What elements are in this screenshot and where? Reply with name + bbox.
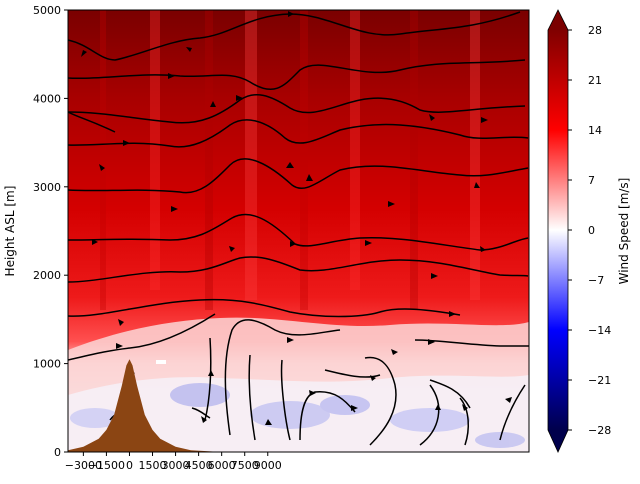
streamline — [68, 59, 526, 91]
x-tick-label: 0 — [126, 459, 133, 472]
colorbar-extend-bottom — [548, 430, 568, 452]
colorbar-tick-label: −28 — [588, 424, 611, 437]
streamline-arrow — [309, 390, 316, 396]
streamline — [68, 298, 461, 318]
y-tick-label: 0 — [54, 446, 61, 459]
streamline — [68, 11, 521, 61]
colorbar-ticks: −28 −21 −14 −7 0 7 14 21 28 — [568, 24, 611, 437]
streamline — [68, 93, 526, 124]
streamline-arrow — [505, 397, 512, 403]
y-tick-label: 3000 — [33, 181, 61, 194]
streamline-arrow — [288, 11, 294, 17]
streamline — [429, 379, 471, 409]
x-tick-label: −1500 — [88, 459, 125, 472]
streamline-arrow — [474, 182, 480, 188]
x-tick-label: 7500 — [231, 459, 259, 472]
streamline-arrow — [435, 404, 441, 410]
streamline-arrow — [171, 206, 178, 212]
streamline-arrow — [116, 343, 123, 349]
streamline-arrow — [210, 101, 216, 107]
y-axis-label: Height ASL [m] — [3, 186, 17, 277]
x-tick-label: 3000 — [162, 459, 190, 472]
streamline-arrow — [431, 273, 438, 279]
streamline-arrow — [92, 239, 98, 245]
y-tick-label: 4000 — [33, 92, 61, 105]
streamline-arrow — [351, 405, 358, 411]
y-tick-label: 2000 — [33, 269, 61, 282]
streamline-arrow — [118, 319, 124, 326]
streamline — [224, 319, 341, 436]
streamline — [419, 384, 440, 446]
streamline — [299, 391, 356, 441]
streamline — [68, 313, 216, 361]
streamline — [414, 339, 529, 347]
streamline-arrow — [428, 339, 435, 345]
x-tick-label: 9000 — [254, 459, 282, 472]
colorbar-tick-label: 0 — [588, 224, 595, 237]
x-tick-label: 4500 — [185, 459, 213, 472]
colorbar-tick-label: −7 — [588, 274, 604, 287]
colorbar-tick-label: 21 — [588, 74, 602, 87]
streamline-arrow — [286, 162, 294, 168]
streamline — [68, 119, 529, 148]
streamline-arrow — [123, 140, 130, 146]
streamline-arrow — [201, 416, 207, 423]
streamline-arrow — [388, 201, 395, 207]
streamline — [204, 337, 212, 421]
x-tick-label: 6000 — [208, 459, 236, 472]
streamline — [68, 111, 116, 133]
streamlines — [68, 11, 529, 446]
streamline-arrow — [480, 246, 486, 252]
streamline-arrow — [306, 174, 313, 181]
plot-area — [68, 10, 529, 452]
streamline — [499, 384, 526, 441]
y-tick-label: 5000 — [33, 4, 61, 17]
x-tick-label: 1500 — [139, 459, 167, 472]
colorbar-tick-label: −14 — [588, 324, 611, 337]
streamline-arrow — [429, 114, 435, 121]
streamline — [280, 359, 291, 441]
wind-field-texture — [100, 10, 480, 310]
colorbar-tick-label: 14 — [588, 124, 602, 137]
y-tick-label: 1000 — [33, 358, 61, 371]
colorbar: −28 −21 −14 −7 0 7 14 21 28 Wind Speed [m/s] — [547, 9, 631, 453]
streamline — [459, 397, 470, 446]
streamline — [68, 158, 529, 194]
streamline-arrow — [186, 47, 192, 52]
streamline — [248, 354, 256, 441]
streamline-arrow — [99, 164, 105, 171]
streamline-arrow — [481, 117, 488, 123]
streamline-arrow — [236, 95, 243, 101]
streamline-arrow — [208, 370, 214, 376]
streamline — [191, 407, 211, 419]
colorbar-label: Wind Speed [m/s] — [617, 178, 631, 285]
streamline-arrow — [168, 73, 175, 79]
colorbar-extend-top — [548, 10, 568, 30]
x-tick-label: −3000 — [65, 459, 102, 472]
colorbar-tick-label: 28 — [588, 24, 602, 37]
streamline — [324, 369, 381, 378]
streamline-arrow — [449, 311, 456, 317]
streamline-arrow — [81, 50, 87, 57]
streamline-arrow — [391, 349, 398, 355]
colorbar-body — [548, 30, 568, 430]
streamline-arrow — [265, 419, 272, 425]
colorbar-tick-label: −21 — [588, 374, 611, 387]
streamline — [364, 356, 397, 446]
y-axis: 0 1000 2000 3000 4000 5000 — [33, 4, 68, 459]
streamline-arrow — [287, 337, 294, 343]
streamline-arrow — [370, 375, 376, 381]
colorbar-tick-label: 7 — [588, 174, 595, 187]
plot-frame — [67, 9, 530, 453]
streamline-arrow — [365, 240, 372, 246]
streamline-arrow — [290, 241, 296, 247]
streamline-arrow — [462, 404, 468, 411]
terrain-cap — [156, 360, 166, 364]
terrain-profile — [68, 359, 529, 452]
streamline-arrow — [229, 246, 235, 252]
streamline — [68, 256, 529, 283]
